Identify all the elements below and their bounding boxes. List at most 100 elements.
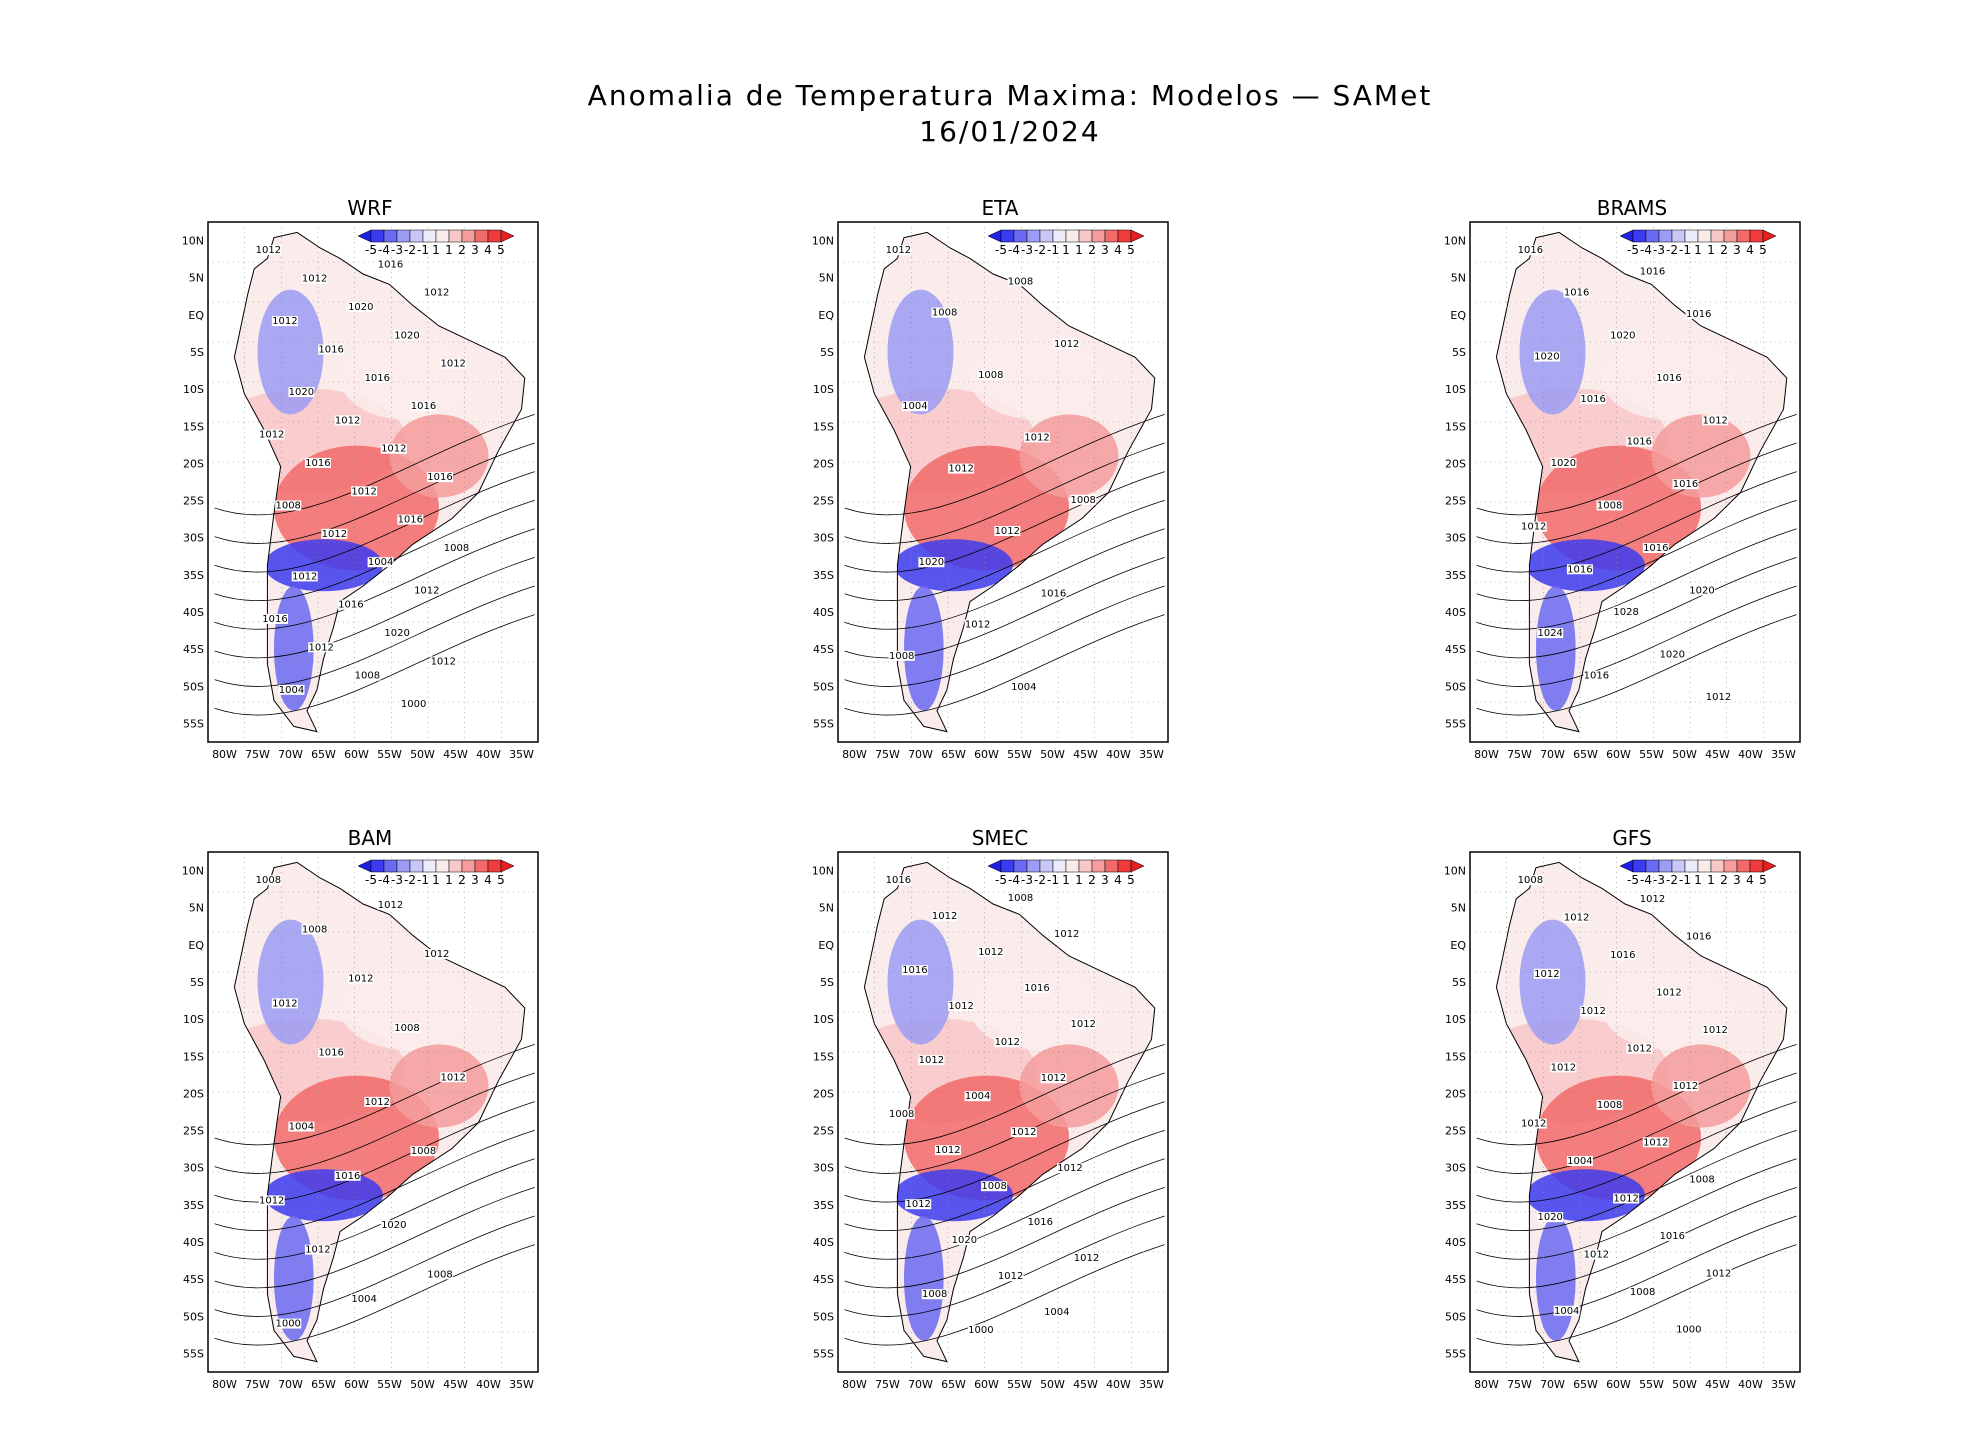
lat-tick-label: 55S [1445, 717, 1466, 730]
colorbar-label: 4 [1746, 873, 1754, 887]
colorbar-label: 4 [484, 243, 492, 257]
isobar-label: 1008 [427, 1269, 452, 1280]
colorbar-cell [1065, 229, 1080, 243]
colorbar-label: 3 [1733, 243, 1741, 257]
isobar-label: 1016 [1564, 288, 1589, 299]
colorbar-cell [987, 229, 1002, 243]
isobar-label: 1016 [1686, 931, 1711, 942]
colorbar-cell [1013, 229, 1028, 243]
isobar-label: 1016 [1640, 266, 1665, 277]
lat-tick-label: 5S [1452, 346, 1466, 359]
colorbar-label: -1 [417, 243, 429, 257]
isobar-label: 1028 [1613, 607, 1638, 618]
isobar-label-bg [994, 1037, 1021, 1048]
isobar-label-bg [1070, 494, 1097, 505]
isobar-label: 1012 [1024, 432, 1049, 443]
isobar-label-bg [1566, 1156, 1593, 1166]
isobar-label-bg [304, 1244, 331, 1255]
anomaly-region [1602, 966, 1734, 1050]
isobar-label-bg [410, 401, 437, 412]
lat-tick-label: 15S [1445, 1050, 1466, 1063]
lon-tick-label: 55W [1639, 748, 1664, 760]
colorbar-cell [422, 229, 437, 243]
map-svg: 10N 5N EQ 5S 10S 15S 20S 25S 30S 35S 40S 45S 50S 55S 8… [1444, 221, 1801, 760]
anomaly-region [904, 1216, 944, 1341]
isobar-label: 1004 [368, 557, 393, 568]
colorbar-cell [370, 859, 385, 873]
isobar-label: 1004 [289, 1122, 314, 1133]
isobar-label: 1004 [902, 401, 927, 412]
colorbar-cell [422, 859, 437, 873]
isobar-line [214, 1129, 535, 1232]
lat-tick-label: 35S [1445, 1199, 1466, 1212]
isobar-label: 1012 [1041, 1073, 1066, 1084]
colorbar-label: -2 [1666, 873, 1678, 887]
isobar-label: 1020 [289, 387, 314, 398]
isobar-label: 1016 [335, 1171, 360, 1182]
isobar-label-bg [1580, 394, 1607, 405]
lat-tick-label: 5N [819, 902, 834, 915]
isobar-label: 1012 [259, 430, 284, 441]
lat-tick-label: 10S [1445, 383, 1466, 396]
anomaly-region [904, 586, 944, 711]
lat-tick-label: 45S [813, 643, 834, 656]
isobar-label-bg [427, 472, 453, 483]
isobar-label-bg [278, 684, 305, 695]
lon-tick-label: 55W [1639, 1378, 1664, 1390]
isobar-label: 1012 [1706, 1268, 1731, 1279]
colorbar-label: -2 [1666, 243, 1678, 257]
lon-tick-label: 55W [377, 748, 402, 760]
anomaly-region [1536, 586, 1576, 711]
colorbar-cell [1723, 229, 1738, 243]
colorbar-label: -4 [378, 873, 390, 887]
plot-frame [207, 221, 539, 743]
colorbar-cell [448, 859, 463, 873]
lon-tick-label: 40W [1738, 1378, 1763, 1390]
colorbar-cell [474, 859, 489, 873]
lat-tick-label: 15S [183, 420, 204, 433]
lon-tick-label: 50W [1672, 1378, 1697, 1390]
colorbar-label: 5 [497, 243, 505, 257]
isobar-label-bg [1609, 330, 1636, 341]
colorbar-label: 1 [1707, 243, 1715, 257]
colorbar-cell [1619, 229, 1634, 243]
isobar-line [1476, 1129, 1797, 1232]
colorbar-label: 1 [1075, 873, 1083, 887]
isobar-label-bg [948, 463, 975, 474]
colorbar-label: 1 [1707, 873, 1715, 887]
isobar-label-bg [964, 619, 991, 630]
isobar-line [214, 499, 535, 602]
isobar-label-bg [1563, 912, 1590, 923]
colorbar-cell [357, 229, 372, 243]
isobar-label-bg [334, 1170, 361, 1181]
colorbar-label: 4 [1114, 873, 1122, 887]
isobar-label: 1008 [256, 875, 281, 886]
coastline [233, 231, 526, 733]
isobar-line [1476, 614, 1797, 716]
isobar-label-bg [347, 973, 374, 984]
isobar-label: 1016 [1567, 564, 1592, 575]
lon-tick-label: 80W [212, 748, 237, 760]
isobar-label: 1008 [978, 370, 1003, 381]
plot-frame [1469, 851, 1801, 1373]
isobar-label: 1004 [279, 685, 304, 696]
lat-tick-label: 35S [813, 1199, 834, 1212]
isobar-line [214, 1244, 535, 1346]
lon-tick-label: 70W [1540, 748, 1565, 760]
isobar-line [844, 1158, 1165, 1260]
isobar-label-bg [951, 1235, 978, 1246]
colorbar-cell [1130, 229, 1145, 243]
lat-tick-label: 35S [1445, 569, 1466, 582]
isobar-label: 1012 [886, 245, 911, 256]
colorbar-cell [1026, 229, 1041, 243]
isobar-label: 1008 [1518, 875, 1543, 886]
colorbar-cell [1762, 229, 1777, 243]
colorbar-label: 5 [1759, 873, 1767, 887]
isobar-label-bg [1053, 929, 1080, 940]
colorbar-cell [487, 859, 502, 873]
lat-tick-label: 5S [190, 346, 204, 359]
lat-tick-label: 40S [183, 606, 204, 619]
colorbar-cell [1078, 859, 1093, 873]
isobar-label: 1012 [995, 1037, 1020, 1048]
lon-tick-label: 70W [1540, 1378, 1565, 1390]
